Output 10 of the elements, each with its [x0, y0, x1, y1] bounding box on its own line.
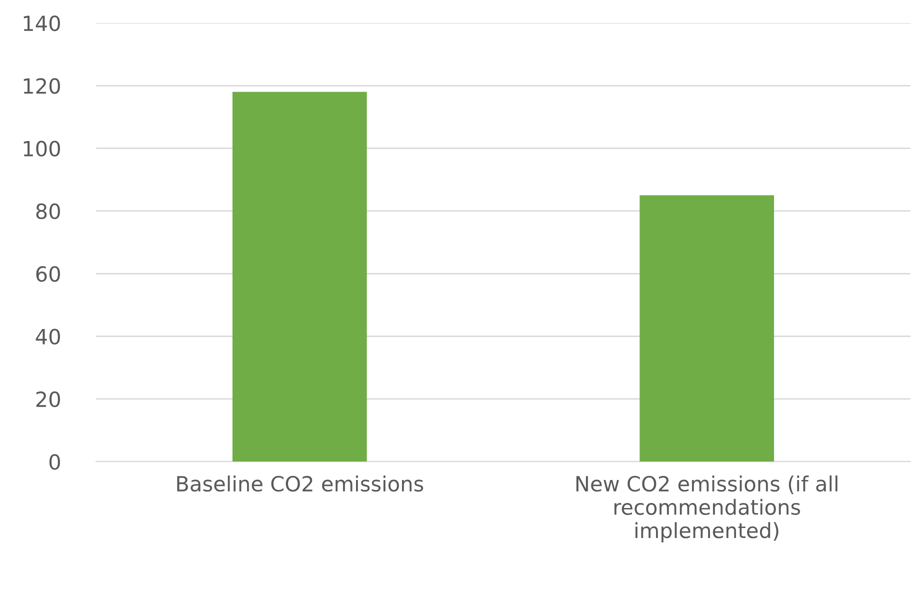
y-tick-label: 40	[36, 328, 60, 345]
y-tick-label: 100	[24, 140, 60, 157]
y-tick-label: 20	[36, 391, 60, 408]
y-tick-label: 60	[36, 266, 60, 282]
y-tick-label: 0	[49, 454, 60, 470]
y-tick-label: 80	[36, 203, 60, 220]
y-tick-label: 120	[24, 78, 60, 94]
x-tick-label: New CO2 emissions (if all recommendations implemented)	[576, 476, 838, 542]
x-tick-label: Baseline CO2 emissions	[177, 476, 424, 492]
y-tick-label: 140	[24, 15, 60, 32]
